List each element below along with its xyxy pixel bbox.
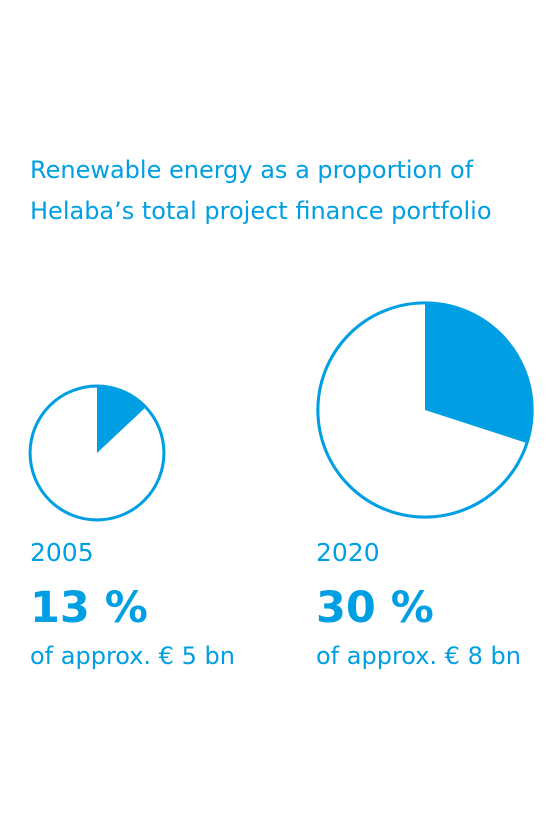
year-label-2005: 2005: [30, 538, 94, 567]
portfolio-basis-2005: of approx. € 5 bn: [30, 642, 235, 670]
year-label-2020: 2020: [316, 538, 380, 567]
stat-block-2020: 2020 30 % of approx. € 8 bn: [316, 533, 521, 676]
pie-slice-renewable-2020: [425, 303, 532, 444]
pie-chart-2005: [28, 384, 166, 522]
chart-title: Renewable energy as a proportion of Hela…: [30, 156, 492, 225]
pie-chart-2020: [316, 301, 534, 519]
stat-block-2005: 2005 13 % of approx. € 5 bn: [30, 533, 235, 676]
percentage-value-2020: 30 %: [316, 583, 434, 633]
portfolio-basis-2020: of approx. € 8 bn: [316, 642, 521, 670]
pie-slice-renewable-2005: [97, 385, 146, 453]
percentage-value-2005: 13 %: [30, 583, 148, 633]
